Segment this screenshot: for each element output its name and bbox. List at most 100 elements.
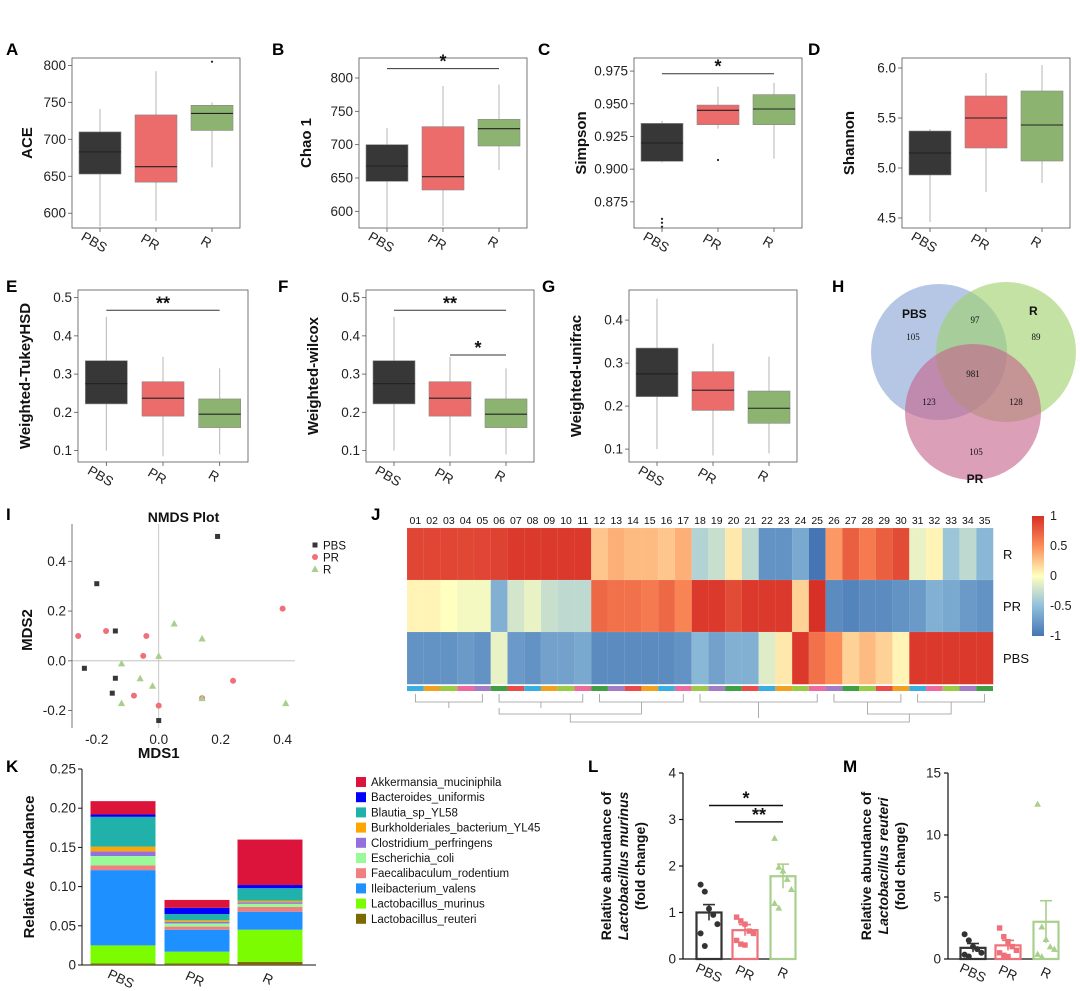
heatmap-col-label: 31 <box>912 515 924 527</box>
group-color-strip <box>540 686 558 691</box>
heatmap-col-label: 04 <box>460 515 472 527</box>
bar-segment-Faecalibaculum_rodentium <box>164 926 230 930</box>
group-color-strip <box>842 686 860 691</box>
y-tick-label: 0.4 <box>341 328 360 343</box>
heatmap-cell <box>574 631 592 685</box>
x-tick-label: R <box>1038 964 1053 982</box>
heatmap-cell <box>959 527 977 581</box>
panel-label-E: E <box>6 277 17 296</box>
x-tick-label: PR <box>145 465 169 487</box>
y-tick-label: 0.15 <box>50 840 76 855</box>
heatmap-cell <box>825 631 843 685</box>
heatmap-col-label: 18 <box>694 515 706 527</box>
legend-label: Bacteroides_uniformis <box>371 792 485 804</box>
bar-segment-Blautia_sp_YL58 <box>237 888 303 901</box>
heatmap-col-label: 32 <box>929 515 941 527</box>
group-color-strip <box>792 686 809 691</box>
panel-label-M: M <box>843 757 857 776</box>
heatmap-cell <box>741 579 760 633</box>
legend-label: Escherichia_coli <box>371 853 454 865</box>
heatmap-col-label: 08 <box>527 515 539 527</box>
x-tick-label: PR <box>432 465 456 487</box>
legend-marker-PR <box>312 554 318 560</box>
heatmap-col-label: 34 <box>962 515 974 527</box>
point-R <box>155 652 163 659</box>
heatmap-cell <box>808 527 827 581</box>
panel-label-A: A <box>6 40 18 59</box>
heatmap-cell <box>406 579 425 633</box>
significance-label: * <box>439 52 446 72</box>
data-point-PR <box>1001 952 1007 958</box>
group-color-strip <box>808 686 826 691</box>
heatmap-cell <box>457 579 475 633</box>
y-axis-label-line: (fold change) <box>632 822 648 910</box>
venn-count-PBS_PR: 123 <box>922 397 936 407</box>
bar-segment-Clostridium_perfringens <box>237 902 303 904</box>
y-axis-label: Shannon <box>841 111 858 175</box>
box-R <box>190 105 234 131</box>
heatmap-col-label: 29 <box>878 515 890 527</box>
heatmap-cell <box>925 579 944 633</box>
data-point-PR <box>738 941 744 947</box>
colorbar-tick-label: -1 <box>1050 629 1061 643</box>
x-tick-label: R <box>206 467 222 485</box>
y-tick-label: 650 <box>43 169 66 184</box>
y-tick-label: 0.2 <box>604 399 623 414</box>
panel-A: 600 650 700 750 800 ACE PBS PR R <box>19 57 241 255</box>
bar-segment-Bacteroides_uniformis <box>164 907 230 915</box>
heatmap-col-label: 28 <box>862 515 874 527</box>
colorbar-tick-label: 0.5 <box>1050 539 1067 553</box>
bar-segment-Akkermansia_muciniphila <box>237 839 303 886</box>
y-tick-label: 0.5 <box>341 290 360 305</box>
point-PR <box>75 632 82 639</box>
heatmap-cell <box>892 527 910 581</box>
data-point-PR <box>742 942 748 948</box>
heatmap-cell <box>875 631 893 685</box>
legend-swatch <box>356 837 366 848</box>
bar-segment-Burkholderiales_bacterium_YL45 <box>164 920 230 922</box>
y-tick-label: 0.5 <box>53 290 72 305</box>
point-PR <box>155 702 162 709</box>
x-tick-label: R <box>198 233 214 251</box>
heatmap-cell <box>775 527 793 581</box>
heatmap-col-label: 24 <box>795 515 807 527</box>
y-axis-label: Chao 1 <box>298 118 315 168</box>
data-point-PBS <box>978 949 985 956</box>
panel-label-F: F <box>278 277 288 296</box>
x-tick-label: R <box>492 467 508 485</box>
point-PR <box>140 652 147 659</box>
data-point-PBS <box>974 946 981 953</box>
venn-set-label-PR: PR <box>967 472 984 486</box>
group-color-strip <box>574 686 592 691</box>
heatmap-col-label: 13 <box>610 515 622 527</box>
heatmap-cell <box>942 527 960 581</box>
x-tick-label: PBS <box>366 229 397 255</box>
point-R <box>170 619 178 627</box>
group-color-strip <box>859 686 876 691</box>
x-tick-label: PBS <box>957 960 988 985</box>
data-point-PBS <box>701 888 708 895</box>
dendrogram <box>414 694 986 723</box>
box-PBS <box>365 144 409 182</box>
data-point-PBS <box>697 881 704 888</box>
bar-segment-Ileibacterium_valens <box>237 911 303 930</box>
box-PR <box>428 381 472 417</box>
heatmap-col-label: 03 <box>443 515 455 527</box>
heatmap-cell <box>591 527 609 581</box>
y-tick-label: 700 <box>43 132 66 147</box>
heatmap-cell <box>423 631 441 685</box>
data-point-R <box>1034 800 1041 807</box>
bar-segment-Lactobacillus_reuteri <box>237 961 303 965</box>
bar-segment-Lactobacillus_murinus <box>90 945 156 964</box>
data-point-PR <box>1009 943 1015 950</box>
data-point-PBS <box>714 921 721 928</box>
heatmap-cell <box>892 631 910 685</box>
legend-marker-R <box>311 565 319 572</box>
legend-swatch <box>356 777 366 787</box>
point-PR <box>103 627 110 634</box>
panel-labels: A B C D E F G H I J K L M <box>6 40 857 776</box>
group-color-strip <box>691 686 709 691</box>
group-color-strip <box>892 686 910 691</box>
heatmap-col-label: 11 <box>577 515 588 527</box>
heatmap-cell <box>473 527 492 581</box>
